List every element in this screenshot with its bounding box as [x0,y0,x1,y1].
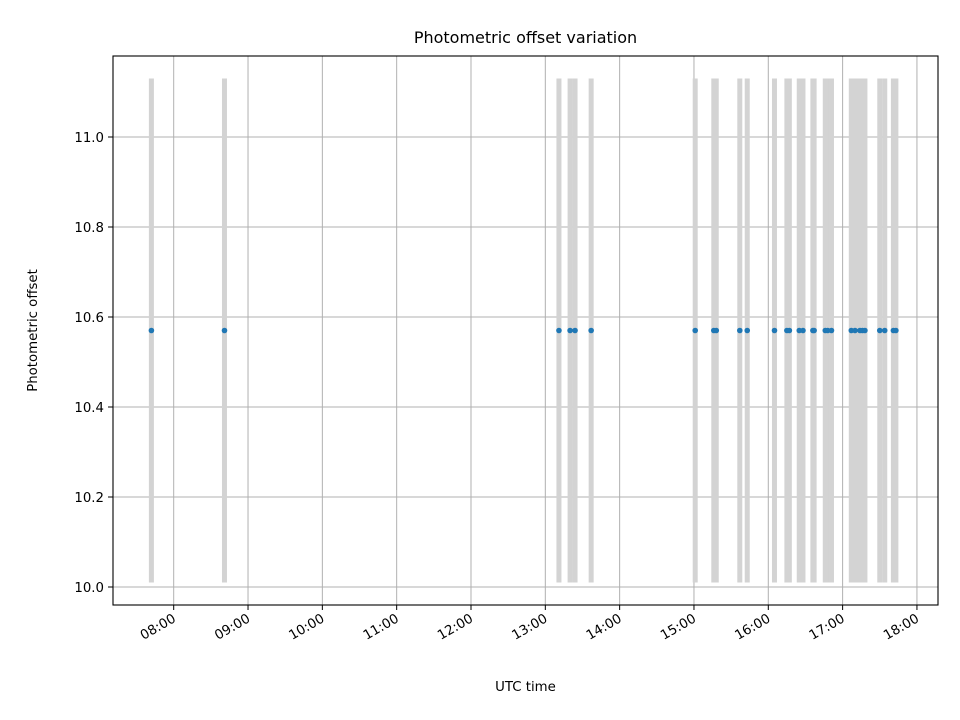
x-tick-label: 12:00 [435,611,476,643]
data-point [572,327,578,334]
x-tick-label: 15:00 [658,611,699,643]
data-point [713,327,720,334]
x-tick-label: 08:00 [138,611,179,643]
data-point [828,327,835,334]
data-point [744,327,751,334]
data-point [862,327,868,334]
data-point [811,327,817,334]
data-point [692,327,699,334]
x-tick-label: 09:00 [212,611,253,643]
data-point [876,327,883,334]
y-tick-label: 10.8 [74,221,104,236]
x-axis-label: UTC time [495,680,556,695]
data-point [771,327,778,334]
x-tick-label: 16:00 [733,611,774,643]
x-tick-label: 10:00 [287,611,328,643]
chart-title: Photometric offset variation [414,28,637,47]
y-tick-label: 10.0 [74,581,104,596]
data-point [567,327,573,334]
x-tick-label: 14:00 [584,611,625,643]
x-tick-label: 17:00 [807,611,848,643]
y-axis-label: Photometric offset [26,269,41,392]
data-point [786,327,793,334]
y-tick-label: 10.4 [74,401,104,416]
data-point [221,327,228,334]
data-point [737,327,743,334]
data-points [148,327,899,334]
data-point [148,327,155,334]
data-point [893,327,899,334]
y-tick-label: 10.2 [74,491,104,506]
y-tick-label: 10.6 [74,311,104,326]
data-point [852,327,858,334]
data-point [588,327,594,334]
x-tick-label: 18:00 [881,611,922,643]
y-axis-ticks: 10.0 10.2 10.4 10.6 10.8 11.0 [74,131,113,596]
plot-frame [112,55,939,606]
x-tick-label: 13:00 [510,611,551,643]
data-point [881,327,888,334]
x-axis-ticks: 08:00 09:00 10:00 11:00 12:00 13:00 14:00 15:00… [138,605,922,644]
data-point [556,327,562,334]
x-tick-label: 11:00 [361,611,402,643]
data-point [800,327,806,334]
y-tick-label: 11.0 [74,131,104,146]
